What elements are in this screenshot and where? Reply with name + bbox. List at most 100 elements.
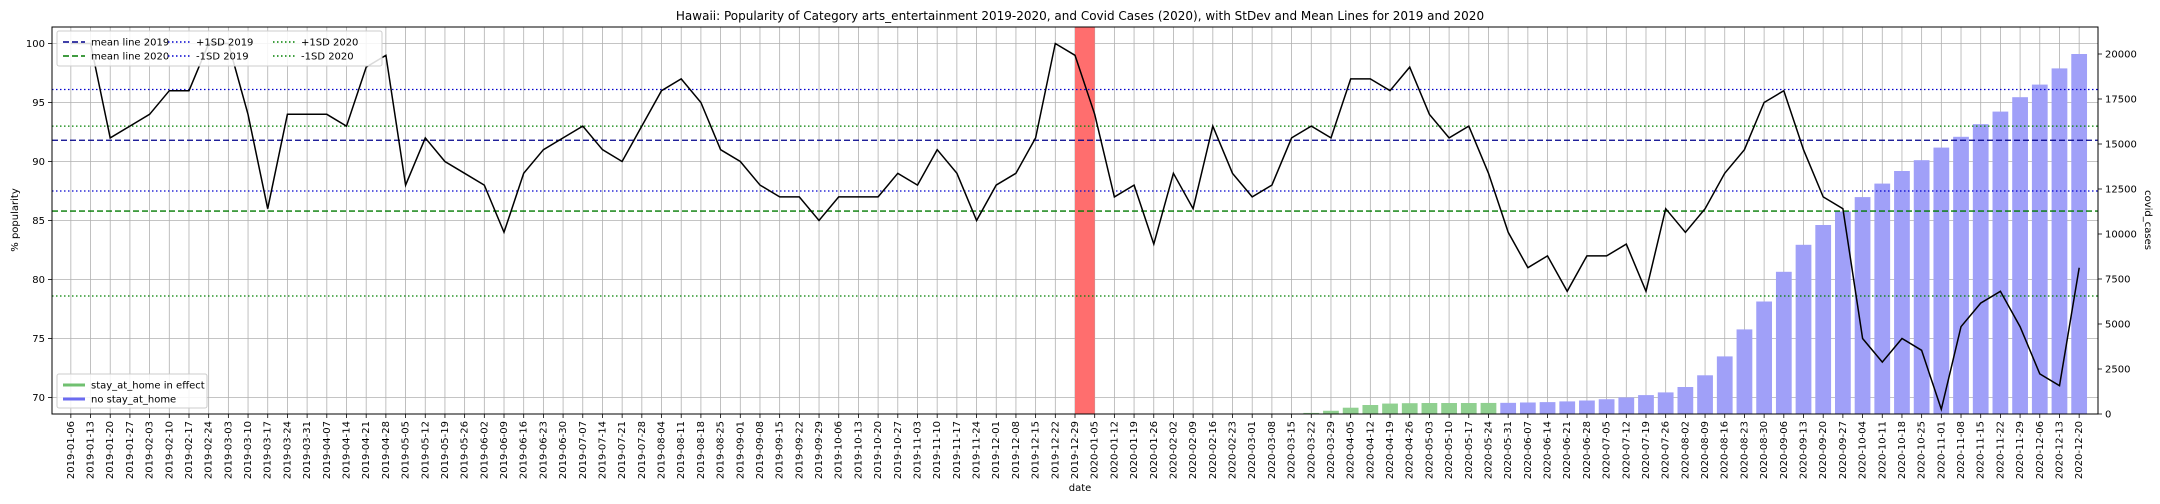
covid-case-bar [1323,410,1339,414]
y-tick-label: 95 [32,98,45,109]
x-tick-label: 2020-01-19 [1129,421,1140,479]
x-tick-label: 2020-07-12 [1621,421,1632,479]
x-tick-label: 2019-10-27 [893,421,904,479]
x-tick-label: 2020-01-12 [1109,421,1120,479]
x-tick-label: 2020-09-20 [1818,421,1829,479]
x-tick-label: 2019-03-03 [223,421,234,479]
x-tick-label: 2019-11-10 [932,421,943,479]
x-tick-label: 2020-07-05 [1602,421,1613,479]
x-tick-label: 2019-02-24 [204,421,215,479]
covid-case-bar [1657,392,1674,414]
x-tick-label: 2019-02-17 [184,421,195,479]
x-tick-label: 2020-05-24 [1483,421,1494,479]
covid-case-bar [1618,397,1635,414]
x-tick-label: 2019-06-02 [479,421,490,479]
covid-case-bar [1756,301,1773,414]
x-tick-label: 2019-04-28 [381,421,392,479]
covid-case-bar [1401,403,1418,414]
covid-case-bar [1519,402,1536,414]
covid-case-bar [1559,401,1576,414]
covid-case-bar [2031,84,2048,414]
x-tick-label: 2019-03-10 [243,421,254,479]
x-tick-label: 2019-10-13 [853,421,864,479]
covid-case-bar [1480,402,1497,414]
y-tick-label: 90 [32,157,45,168]
x-tick-label: 2019-05-12 [420,421,431,479]
x-tick-label: 2020-06-28 [1582,421,1593,479]
x-tick-label: 2019-03-31 [302,421,313,479]
x-tick-label: 2019-12-08 [1011,421,1022,479]
x-tick-label: 2019-10-20 [873,421,884,479]
x-tick-label: 2020-06-21 [1562,421,1573,479]
x-tick-label: 2020-04-26 [1405,421,1416,479]
x-tick-label: 2020-04-19 [1385,421,1396,479]
x-tick-label: 2019-08-04 [657,421,668,479]
covid-case-bar [1795,244,1812,414]
x-tick-label: 2019-03-24 [282,421,293,479]
x-tick-label: 2020-04-05 [1346,421,1357,479]
x-tick-label: 2020-10-04 [1858,421,1869,479]
x-tick-label: 2020-10-11 [1877,421,1888,479]
x-tick-label: 2020-06-14 [1543,421,1554,479]
y2-tick-label: 5000 [2105,320,2130,331]
y2-tick-label: 12500 [2105,185,2137,196]
x-tick-label: 2019-10-06 [834,421,845,479]
x-tick-label: 2020-03-22 [1306,421,1317,479]
x-tick-label: 2019-04-14 [341,421,352,479]
x-tick-label: 2020-04-12 [1365,421,1376,479]
covid-case-bar [1697,375,1713,414]
y2-tick-label: 0 [2105,410,2111,421]
x-tick-label: 2019-06-16 [519,421,530,479]
covid-case-bar [1815,225,1832,414]
x-tick-label: 2019-09-08 [755,421,766,479]
y2-tick-label: 7500 [2105,275,2130,286]
x-tick-label: 2020-03-15 [1287,421,1298,479]
y2-tick-label: 2500 [2105,365,2130,376]
x-tick-label: 2019-07-21 [617,421,628,479]
x-tick-label: 2019-05-26 [460,421,471,479]
y-axis-label: % popularity [10,188,21,252]
covid-case-bar [1441,403,1457,414]
x-tick-label: 2019-08-25 [716,421,727,479]
x-tick-label: 2020-08-30 [1759,421,1770,479]
highlight-span [1075,27,1095,414]
x-tick-label: 2020-10-18 [1897,421,1908,479]
y-tick-label: 80 [32,275,45,286]
covid-case-bar [1382,403,1398,414]
legend-bottom-label: no stay_at_home [91,395,176,406]
x-tick-label: 2019-07-07 [578,421,589,479]
x-tick-label: 2019-09-01 [735,421,746,479]
y2-axis-label: covid_cases [2142,190,2153,250]
x-tick-label: 2020-10-25 [1917,421,1928,479]
x-tick-label: 2020-02-16 [1208,421,1219,479]
x-tick-label: 2020-01-05 [1090,421,1101,479]
covid-case-bar [1835,211,1851,414]
x-tick-label: 2019-01-20 [105,421,116,479]
y-tick-label: 85 [32,216,45,227]
x-tick-label: 2020-11-29 [2015,421,2026,479]
x-tick-label: 2020-03-29 [1326,421,1337,479]
covid-case-bar [1421,403,1438,414]
y2-tick-label: 15000 [2105,140,2137,151]
x-tick-label: 2019-11-24 [972,421,983,479]
covid-case-bar [2071,54,2088,414]
x-tick-label: 2019-11-17 [952,421,963,479]
covid-case-bar [1342,407,1359,414]
covid-case-bar [1992,111,2009,414]
covid-case-bar [1303,412,1320,414]
covid-case-bar [1362,405,1379,414]
x-tick-label: 2020-07-26 [1661,421,1672,479]
x-tick-label: 2020-03-01 [1247,421,1258,479]
covid-case-bar [1500,402,1517,414]
x-tick-label: 2019-03-17 [263,421,274,479]
covid-case-bar [1716,356,1733,414]
x-tick-label: 2019-02-10 [164,421,175,479]
y-tick-label: 100 [26,39,45,50]
x-tick-label: 2020-09-06 [1779,421,1790,479]
x-tick-label: 2019-04-07 [322,421,333,479]
x-tick-label: 2020-08-16 [1720,421,1731,479]
x-tick-label: 2019-02-03 [145,421,156,479]
legend-top-box [56,30,383,67]
